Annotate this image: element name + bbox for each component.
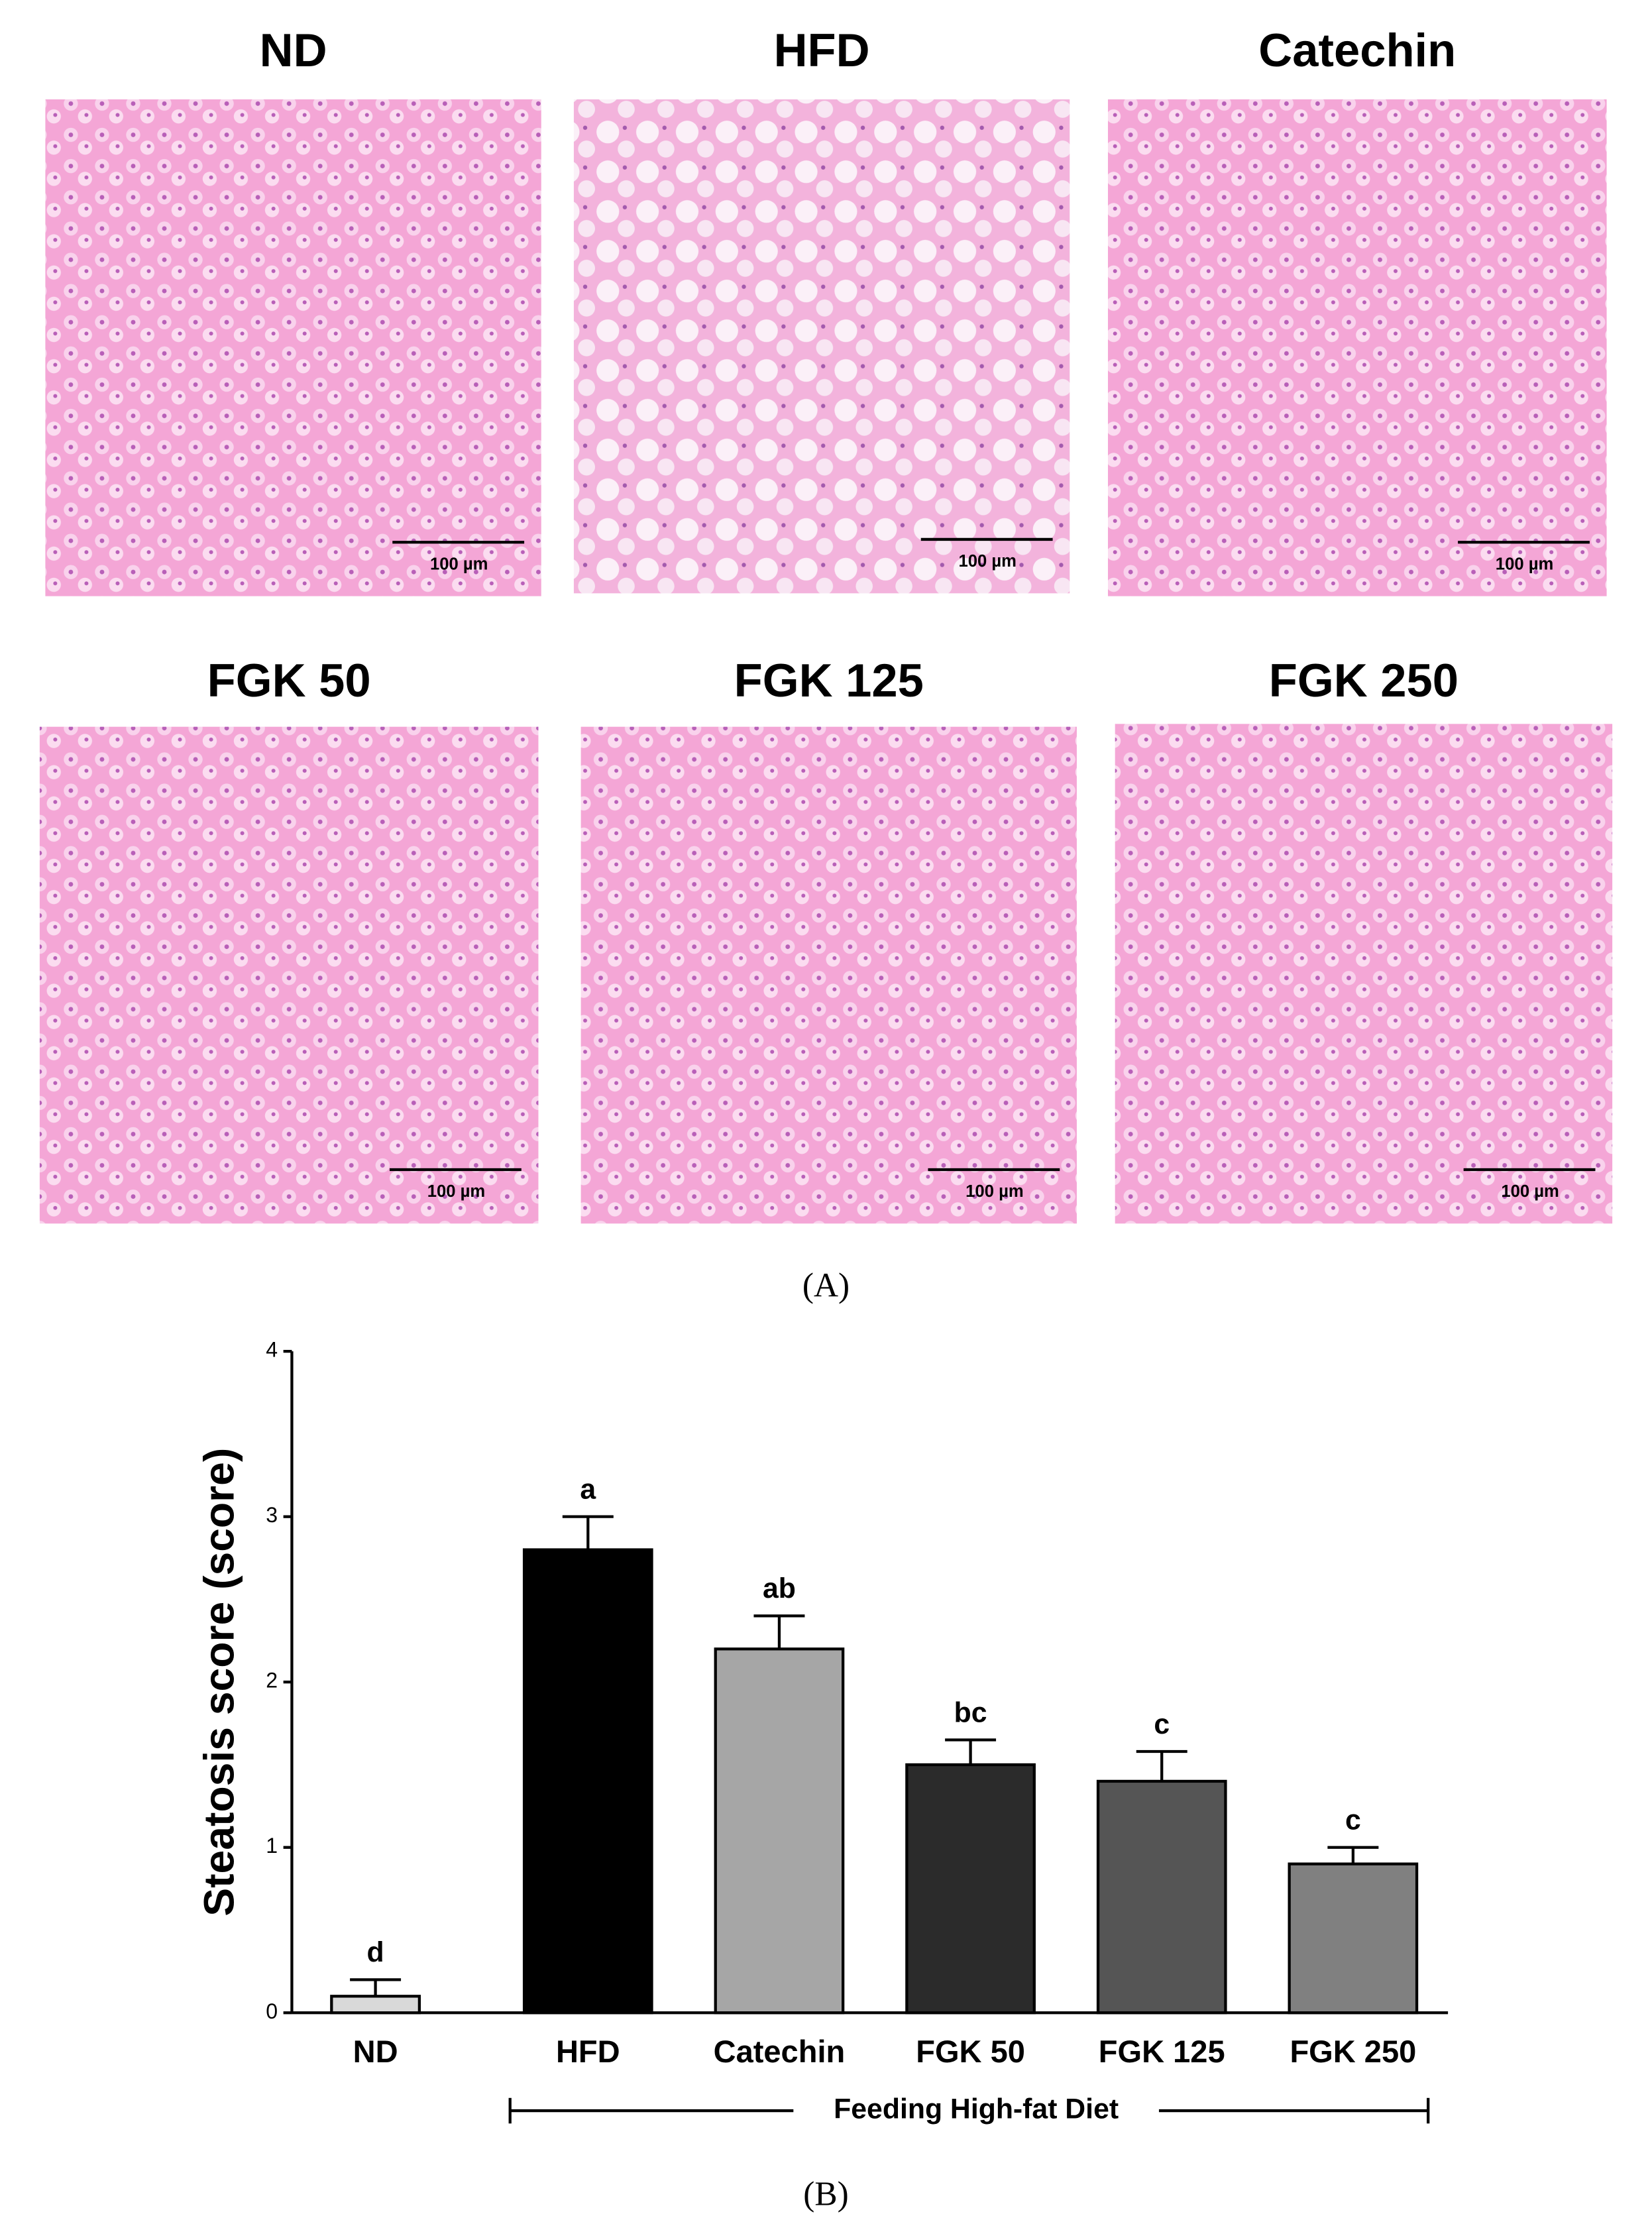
scale-bar-label: 100 µm bbox=[1496, 555, 1554, 573]
micrograph bbox=[45, 99, 541, 596]
bar bbox=[905, 1763, 1036, 2015]
x-tick-label: HFD bbox=[556, 2034, 620, 2069]
bar bbox=[1096, 1779, 1227, 2015]
image-title: FGK 250 bbox=[1269, 654, 1459, 706]
scale-bar-label: 100 µm bbox=[958, 552, 1017, 571]
scale-bar-label: 100 µm bbox=[427, 1182, 486, 1201]
significance-letter: a bbox=[580, 1473, 596, 1505]
x-tick-label: ND bbox=[353, 2034, 398, 2069]
panel-label: (B) bbox=[803, 2175, 848, 2213]
x-tick-label: Catechin bbox=[714, 2034, 846, 2069]
micrograph bbox=[39, 726, 539, 1224]
micrograph bbox=[580, 726, 1077, 1224]
image-title: ND bbox=[260, 24, 327, 76]
bracket-label: Feeding High-fat Diet bbox=[834, 2093, 1119, 2125]
micrograph bbox=[1115, 724, 1613, 1224]
y-axis-label: Steatosis score (score) bbox=[195, 1448, 243, 1916]
y-tick-label: 4 bbox=[266, 1338, 278, 1362]
y-tick-label: 2 bbox=[266, 1669, 278, 1693]
image-title: FGK 50 bbox=[207, 654, 371, 706]
x-tick-label: FGK 125 bbox=[1099, 2034, 1225, 2069]
x-tick-label: FGK 50 bbox=[916, 2034, 1025, 2069]
significance-letter: ab bbox=[763, 1573, 796, 1604]
micrograph bbox=[573, 99, 1070, 594]
image-title: Catechin bbox=[1258, 24, 1456, 76]
y-tick-label: 3 bbox=[266, 1503, 278, 1527]
image-title: HFD bbox=[774, 24, 870, 76]
scale-bar-label: 100 µm bbox=[1501, 1182, 1559, 1201]
panel-label: (A) bbox=[802, 1267, 850, 1305]
scale-bar-label: 100 µm bbox=[965, 1182, 1024, 1201]
bar bbox=[522, 1548, 653, 2015]
image-title: FGK 125 bbox=[734, 654, 924, 706]
significance-letter: bc bbox=[954, 1696, 987, 1728]
significance-letter: c bbox=[1345, 1804, 1361, 1836]
micrograph bbox=[1107, 99, 1607, 596]
significance-letter: c bbox=[1154, 1708, 1170, 1740]
y-tick-label: 0 bbox=[266, 1999, 278, 2023]
scale-bar-label: 100 µm bbox=[430, 555, 488, 573]
bar bbox=[1288, 1862, 1419, 2015]
bar bbox=[714, 1647, 845, 2015]
bar bbox=[330, 1995, 421, 2015]
x-tick-label: FGK 250 bbox=[1290, 2034, 1416, 2069]
significance-letter: d bbox=[367, 1936, 384, 1968]
y-tick-label: 1 bbox=[266, 1834, 278, 1858]
